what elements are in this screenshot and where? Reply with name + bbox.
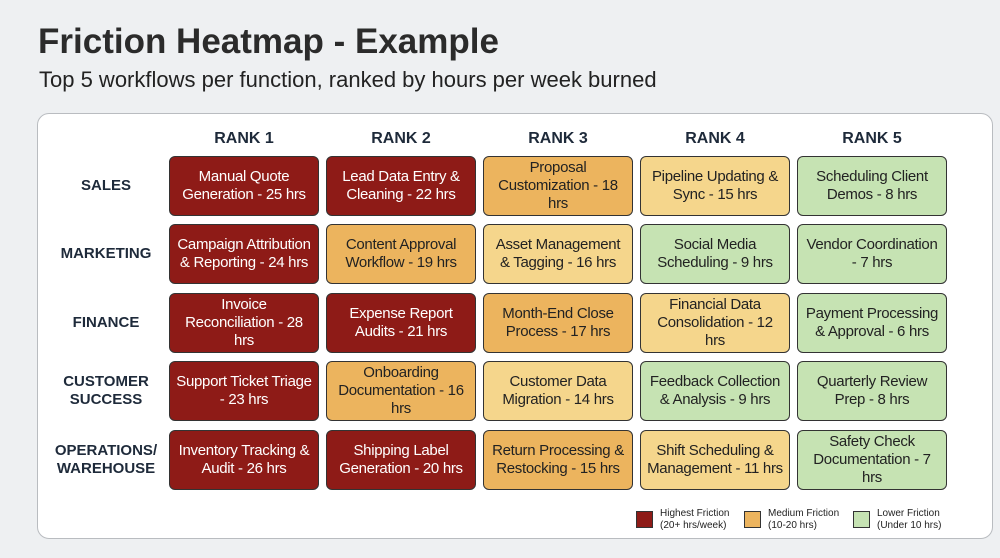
legend-label: Lower Friction: [877, 508, 940, 519]
row-header: FINANCE: [72, 314, 140, 331]
heatmap-cell: Pipeline Updating & Sync - 15 hrs: [640, 156, 790, 216]
legend-swatch: [744, 511, 761, 528]
column-header: RANK 4: [685, 130, 745, 147]
title: Friction Heatmap - Example: [38, 22, 499, 61]
heatmap-cell: Shipping Label Generation - 20 hrs: [326, 430, 476, 490]
legend-label: Highest Friction: [660, 508, 730, 519]
heatmap-cell: Financial Data Consolidation - 12 hrs: [640, 293, 790, 353]
heatmap-cell: Inventory Tracking & Audit - 26 hrs: [169, 430, 319, 490]
heatmap-cell: Vendor Coordination - 7 hrs: [797, 224, 947, 284]
heatmap-cell: Scheduling Client Demos - 8 hrs: [797, 156, 947, 216]
column-header: RANK 2: [371, 130, 431, 147]
heatmap-cell: Payment Processing & Approval - 6 hrs: [797, 293, 947, 353]
column-header: RANK 1: [214, 130, 274, 147]
legend-swatch: [853, 511, 870, 528]
heatmap-cell: Shift Scheduling & Management - 11 hrs: [640, 430, 790, 490]
heatmap-cell: Support Ticket Triage - 23 hrs: [169, 361, 319, 421]
heatmap-cell: Customer Data Migration - 14 hrs: [483, 361, 633, 421]
heatmap-cell: Onboarding Documentation - 16 hrs: [326, 361, 476, 421]
heatmap-cell: Social Media Scheduling - 9 hrs: [640, 224, 790, 284]
heatmap-cell: Safety Check Documentation - 7 hrs: [797, 430, 947, 490]
heatmap-cell: Campaign Attribution & Reporting - 24 hr…: [169, 224, 319, 284]
heatmap-cell: Lead Data Entry & Cleaning - 22 hrs: [326, 156, 476, 216]
column-header: RANK 5: [842, 130, 902, 147]
heatmap-cell: Return Processing & Restocking - 15 hrs: [483, 430, 633, 490]
row-header: SALES: [80, 177, 131, 194]
subtitle: Top 5 workflows per function, ranked by …: [39, 67, 657, 92]
heatmap-cell: Asset Management & Tagging - 16 hrs: [483, 224, 633, 284]
heatmap-cell: Invoice Reconciliation - 28 hrs: [169, 293, 319, 353]
legend-note: (Under 10 hrs): [877, 520, 942, 531]
legend-swatch: [636, 511, 653, 528]
heatmap-cell: Manual Quote Generation - 25 hrs: [169, 156, 319, 216]
heatmap-cell: Content Approval Workflow - 19 hrs: [326, 224, 476, 284]
heatmap-cell: Month-End Close Process - 17 hrs: [483, 293, 633, 353]
heatmap-cell: Quarterly Review Prep - 8 hrs: [797, 361, 947, 421]
legend-note: (10-20 hrs): [768, 520, 817, 531]
column-header: RANK 3: [528, 130, 588, 147]
heatmap-cell: Proposal Customization - 18 hrs: [483, 156, 633, 216]
row-header: CUSTOMER SUCCESS: [63, 373, 149, 408]
heatmap-cell: Expense Report Audits - 21 hrs: [326, 293, 476, 353]
heatmap-cell: Feedback Collection & Analysis - 9 hrs: [640, 361, 790, 421]
row-header: MARKETING: [60, 245, 152, 262]
legend-note: (20+ hrs/week): [660, 520, 727, 531]
row-header: OPERATIONS/ WAREHOUSE: [54, 442, 158, 477]
legend-label: Medium Friction: [768, 508, 840, 519]
